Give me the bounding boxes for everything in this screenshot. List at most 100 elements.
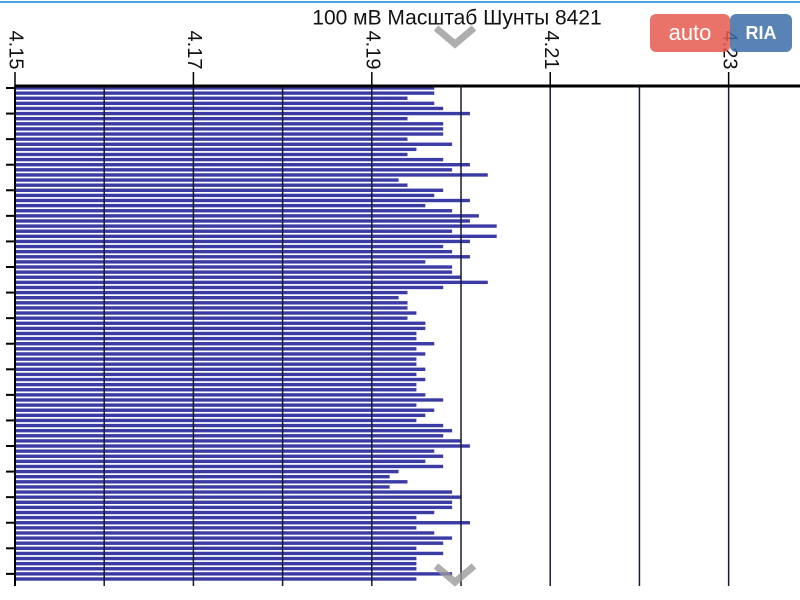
bar — [15, 469, 399, 474]
bar — [15, 122, 444, 126]
bar — [15, 434, 444, 438]
x-tick-label: 4.17 — [183, 31, 205, 70]
bar — [15, 132, 444, 136]
bar — [15, 572, 453, 576]
bar — [15, 290, 408, 295]
bar — [15, 229, 453, 233]
bar — [15, 454, 444, 458]
bar — [15, 260, 426, 264]
bar — [15, 347, 417, 351]
bar — [15, 214, 479, 218]
bar — [15, 183, 408, 187]
bar — [15, 536, 453, 540]
bar — [15, 152, 408, 157]
bar — [15, 178, 399, 182]
bar — [15, 285, 444, 290]
bar — [15, 116, 408, 121]
bar — [15, 444, 470, 448]
bar — [15, 357, 417, 361]
bar — [15, 413, 426, 418]
bar — [15, 244, 444, 249]
bar — [15, 127, 444, 131]
bar — [15, 449, 435, 453]
bar — [15, 301, 408, 305]
bar — [15, 342, 435, 346]
bar — [15, 567, 417, 571]
bar — [15, 403, 417, 407]
logo-left — [650, 14, 730, 52]
bar — [15, 295, 399, 300]
bar — [15, 209, 453, 213]
bar — [15, 546, 417, 551]
bar — [15, 173, 488, 177]
bar — [15, 393, 426, 397]
bar — [15, 86, 435, 90]
bar — [15, 531, 435, 535]
bar — [15, 485, 390, 489]
bar — [15, 101, 435, 106]
bar — [15, 526, 417, 530]
logo-right — [730, 14, 792, 52]
bar — [15, 163, 470, 167]
x-tick-label: 4.15 — [5, 31, 27, 70]
bar — [15, 367, 426, 372]
scroll-down-chevron[interactable] — [433, 563, 477, 587]
bar — [15, 510, 435, 515]
bar — [15, 336, 417, 341]
bar — [15, 577, 417, 581]
bar — [15, 280, 488, 285]
bar — [15, 270, 453, 274]
bar — [15, 326, 426, 331]
bar — [15, 423, 444, 428]
bar — [15, 459, 426, 464]
bar — [15, 352, 426, 356]
bar — [15, 91, 435, 95]
watermark-logo: auto RIA — [650, 14, 792, 52]
bar — [15, 111, 470, 116]
plot: 4.15 4.17 4.19 4.21 4.23 — [5, 31, 800, 586]
logo-ria: RIA — [746, 23, 777, 43]
x-tick-label: 4.21 — [540, 31, 562, 70]
bar — [15, 311, 417, 315]
chart-title: 100 мВ Масштаб Шунты 8421 — [312, 7, 601, 30]
bar — [15, 106, 444, 111]
bar — [15, 157, 444, 162]
bar — [15, 515, 417, 520]
bar — [15, 321, 426, 325]
bar — [15, 188, 444, 192]
bar — [15, 428, 453, 433]
scroll-up-chevron[interactable] — [433, 25, 477, 49]
bar — [15, 306, 408, 310]
bar — [15, 219, 470, 223]
bar — [15, 480, 408, 484]
bar — [15, 541, 444, 545]
logo-auto: auto — [669, 20, 712, 45]
bar — [15, 408, 435, 412]
bar — [15, 418, 417, 423]
bar — [15, 561, 417, 566]
bar — [15, 382, 417, 387]
bar — [15, 377, 426, 382]
bar — [15, 490, 453, 494]
bar — [15, 500, 453, 504]
bar — [15, 495, 462, 499]
bar — [15, 551, 444, 556]
x-tick-label: 4.19 — [362, 31, 384, 70]
bar — [15, 96, 408, 100]
bar — [15, 168, 453, 172]
bar — [15, 142, 453, 146]
bar — [15, 249, 453, 254]
bar — [15, 398, 444, 402]
bar — [15, 234, 497, 239]
bar — [15, 224, 497, 228]
bar — [15, 362, 417, 366]
bar — [15, 505, 453, 510]
bar — [15, 275, 462, 279]
bar — [15, 203, 426, 208]
bar — [15, 331, 417, 336]
bar — [15, 464, 444, 469]
bar — [15, 316, 408, 320]
bar — [15, 388, 417, 392]
bar — [15, 556, 417, 561]
